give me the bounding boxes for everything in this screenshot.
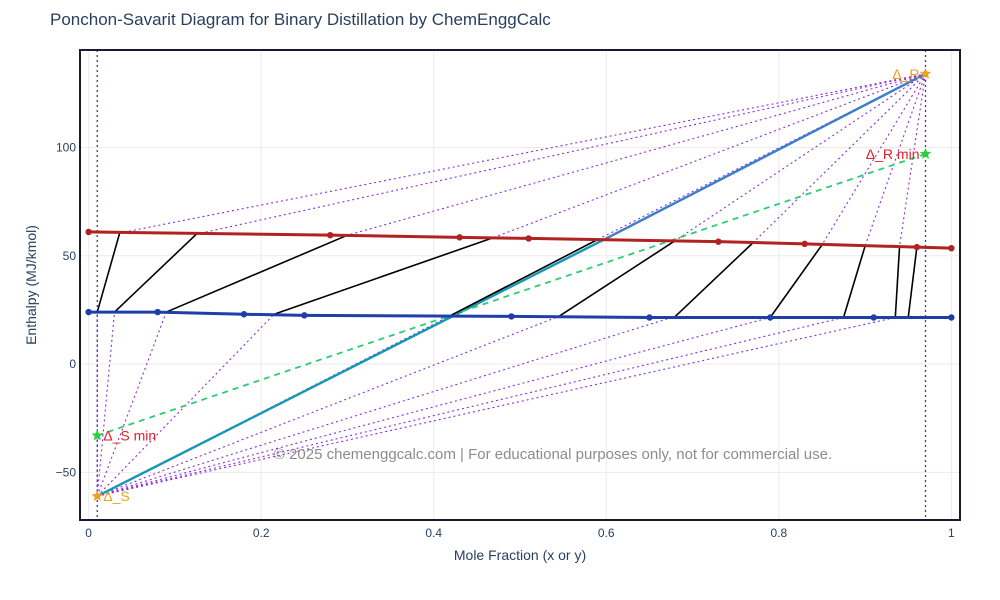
delta-r-ray — [674, 73, 926, 242]
delta-point-marker — [919, 147, 932, 159]
saturated-vapor-point — [456, 234, 463, 241]
tie-line — [674, 242, 754, 317]
saturated-vapor-point — [801, 240, 808, 248]
tie-line — [96, 232, 121, 313]
y-tick-label: 50 — [63, 249, 77, 263]
tie-line — [894, 245, 901, 318]
y-axis-ticks: −50 0 50 100 — [56, 140, 77, 479]
delta-r-ray — [347, 73, 926, 236]
delta-r-ray — [119, 73, 926, 234]
saturated-vapor-point — [948, 244, 955, 252]
saturated-vapor-point — [85, 228, 92, 236]
delta-point-label: Δ_S — [103, 488, 129, 504]
saturated-liquid-point — [766, 314, 774, 321]
saturated-liquid-curve — [88, 310, 952, 319]
tie-line — [273, 236, 495, 315]
saturated-vapor-point — [525, 235, 532, 242]
delta-r-ray — [493, 73, 926, 238]
delta-r-ray — [821, 73, 926, 246]
minimum-operating-line — [96, 153, 926, 437]
watermark: © 2025 chemenggcalc.com | For educationa… — [274, 446, 832, 463]
x-tick-label: 0 — [85, 526, 92, 540]
delta-s-ray — [97, 316, 771, 497]
delta-s-ray — [96, 311, 167, 497]
saturated-liquid-point — [301, 312, 308, 319]
saturated-liquid-point — [508, 313, 515, 320]
tie-line — [558, 239, 676, 318]
plot-layer: Δ_R Δ_R min Δ_S min Δ_S — [85, 50, 955, 520]
delta-point-marker — [91, 429, 103, 441]
saturated-vapor-curve — [88, 230, 952, 250]
saturated-liquid-point — [85, 308, 92, 316]
tie-line — [165, 234, 348, 313]
delta-s-ray — [97, 315, 676, 497]
delta-r-ray — [752, 73, 926, 244]
x-tick-label: 0.6 — [598, 526, 615, 540]
delta-point-marker — [919, 67, 932, 79]
y-tick-label: 0 — [69, 357, 76, 371]
delta-s-ray — [97, 315, 560, 497]
saturated-vapor-point — [913, 243, 921, 251]
x-tick-label: 1 — [948, 526, 955, 540]
y-axis-title: Enthalpy (MJ/kmol) — [23, 225, 39, 345]
tie-line — [769, 244, 823, 318]
chart-title: Ponchon-Savarit Diagram for Binary Disti… — [50, 10, 551, 29]
x-tick-label: 0.2 — [253, 526, 270, 540]
plot-frame — [79, 49, 961, 521]
x-tick-label: 0.8 — [770, 526, 787, 540]
x-tick-label: 0.4 — [425, 526, 442, 540]
stripping-operating-line — [96, 237, 607, 498]
delta-r-ray — [864, 73, 927, 247]
saturated-liquid-point — [870, 314, 877, 321]
delta-s-ray — [97, 316, 896, 497]
x-axis-title: Mole Fraction (x or y) — [454, 547, 586, 563]
saturated-liquid-point — [240, 311, 248, 318]
y-tick-label: −50 — [56, 465, 77, 479]
tie-line — [907, 246, 918, 318]
rectifying-operating-line — [605, 72, 927, 240]
saturated-liquid-point — [154, 308, 161, 316]
delta-point-label: Δ_R min — [866, 146, 920, 162]
saturated-liquid-point — [948, 314, 955, 321]
tie-line — [113, 233, 198, 313]
saturated-vapor-point — [326, 231, 334, 239]
delta-s-ray — [97, 316, 844, 497]
delta-point-label: Δ_R — [892, 66, 919, 82]
y-tick-label: 100 — [56, 140, 76, 154]
delta-r-ray — [196, 73, 926, 235]
delta-s-ray — [96, 312, 116, 497]
tie-line — [450, 238, 599, 317]
saturated-vapor-point — [715, 238, 722, 245]
x-axis-ticks: 0 0.2 0.4 0.6 0.8 1 — [85, 526, 955, 540]
delta-r-ray — [899, 73, 927, 247]
delta-point-label: Δ_S min — [103, 428, 156, 444]
saturated-liquid-point — [646, 314, 653, 321]
delta-point-marker — [91, 490, 103, 502]
tie-line — [842, 245, 866, 318]
